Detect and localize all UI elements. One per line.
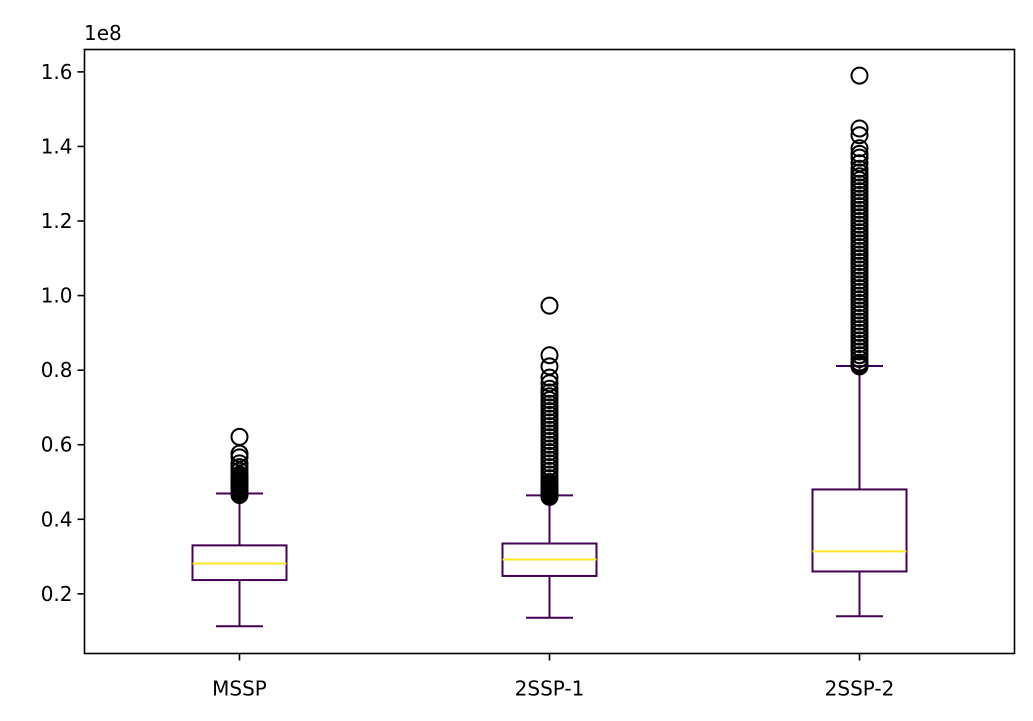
y-tick-label: 0.4 xyxy=(41,507,73,531)
y-axis-offset-label: 1e8 xyxy=(84,21,122,45)
outlier-point xyxy=(540,346,559,365)
y-tick-label: 1.2 xyxy=(41,209,73,233)
outlier-point xyxy=(850,66,869,85)
x-tick-label: MSSP xyxy=(212,677,267,701)
boxes-layer xyxy=(191,66,908,628)
outlier-point xyxy=(540,379,559,398)
outlier-point xyxy=(850,126,869,145)
outlier-point xyxy=(850,159,869,178)
y-tick-label: 0.2 xyxy=(41,582,73,606)
outlier-point xyxy=(540,368,559,387)
outlier-point xyxy=(540,357,559,376)
box-group-2ssp-1 xyxy=(501,296,598,619)
outlier-point xyxy=(850,119,869,138)
y-axis: 0.2 0.4 0.6 0.8 1.0 1.2 1.4 1.6 xyxy=(41,60,85,606)
box-group-mssp xyxy=(191,427,288,628)
x-tick-label: 2SSP-1 xyxy=(515,677,585,701)
y-tick-label: 1.6 xyxy=(41,60,73,84)
outlier-point xyxy=(540,296,559,315)
y-tick-label: 0.6 xyxy=(41,433,73,457)
outlier-point xyxy=(850,139,869,158)
x-tick-label: 2SSP-2 xyxy=(825,677,895,701)
outlier-point xyxy=(230,454,249,473)
y-tick-label: 1.0 xyxy=(41,284,73,308)
outlier-point xyxy=(850,144,869,163)
y-tick-label: 1.4 xyxy=(41,134,73,158)
box-group-2ssp-2 xyxy=(811,66,908,618)
iqr-box xyxy=(811,488,908,573)
y-tick-label: 0.8 xyxy=(41,358,73,382)
outlier-point xyxy=(230,427,249,446)
x-axis: MSSP 2SSP-1 2SSP-2 xyxy=(212,653,895,701)
outlier-point xyxy=(850,154,869,173)
